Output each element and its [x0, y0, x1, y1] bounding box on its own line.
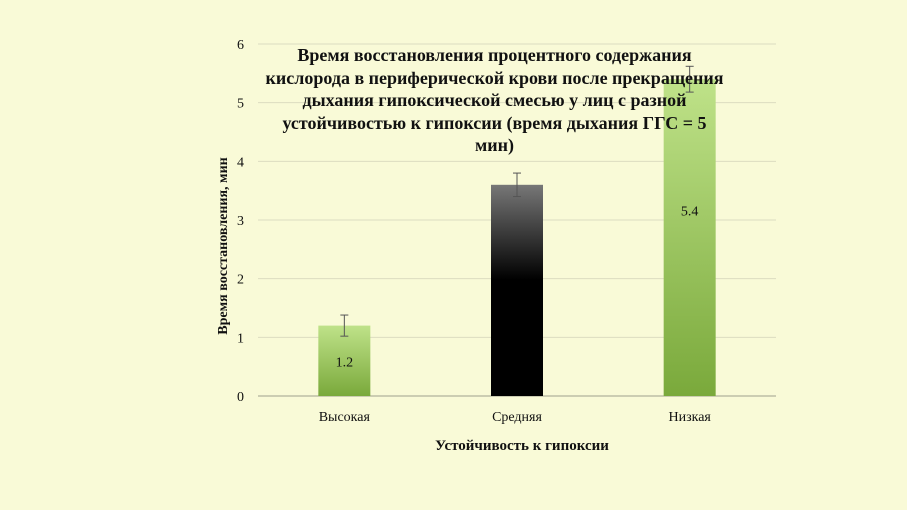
- y-tick-label: 3: [237, 214, 244, 229]
- bars: [318, 79, 716, 396]
- y-tick-label: 2: [237, 273, 244, 288]
- y-tick-label: 5: [237, 97, 244, 112]
- error-bars: [340, 65, 694, 337]
- y-tick-label: 0: [237, 390, 244, 405]
- y-tick-label: 4: [237, 155, 244, 170]
- y-axis-label: Время восстановления, мин: [216, 157, 231, 334]
- y-tick-label: 6: [237, 38, 244, 53]
- chart-title: Время восстановления процентного содержа…: [265, 45, 724, 155]
- y-tick-labels: 0 1 2 3 4 5 6: [237, 38, 244, 405]
- data-label-1: 1.2: [336, 356, 354, 371]
- bar-1: [318, 325, 371, 396]
- bar-3: [663, 79, 716, 396]
- x-tick-label: Высокая: [319, 410, 371, 425]
- x-tick-label: Низкая: [668, 410, 711, 425]
- x-tick-labels: Высокая Средняя Низкая: [319, 410, 712, 425]
- x-tick-label: Средняя: [492, 410, 542, 425]
- y-tick-label: 1: [237, 331, 244, 346]
- bar-2: [491, 184, 543, 396]
- x-axis-label: Устойчивость к гипоксии: [435, 438, 609, 454]
- data-labels: 1.2 5.4: [336, 204, 699, 370]
- data-label-3: 5.4: [681, 204, 699, 219]
